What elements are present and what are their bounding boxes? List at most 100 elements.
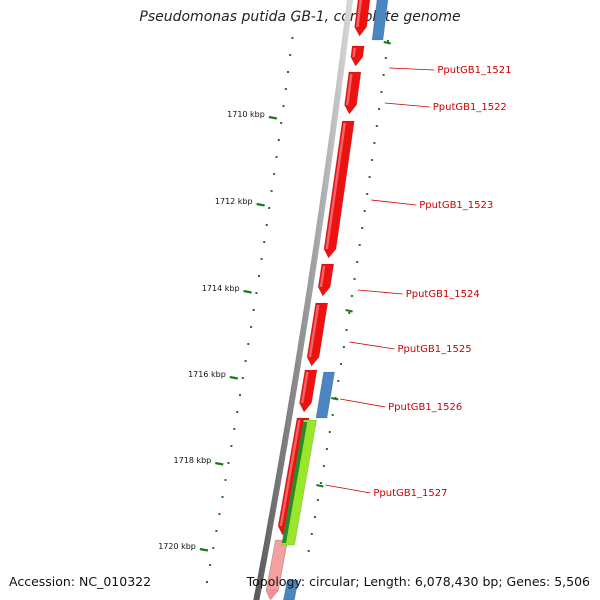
minor-tick: [383, 41, 391, 45]
ruler-tick-label: 1718 kbp: [174, 456, 212, 465]
inner-ruler-dot: [340, 363, 343, 365]
forward-cds-arrow: [299, 369, 318, 413]
ruler-dot: [244, 360, 247, 362]
gene-leader-line: [325, 484, 371, 494]
reverse-cds-feature: [282, 579, 299, 600]
inner-ruler-dot: [358, 244, 361, 246]
ruler-dot: [212, 547, 215, 549]
ruler-dot: [293, 20, 296, 22]
inner-ruler-dot: [387, 40, 389, 42]
inner-ruler-dot: [375, 125, 378, 127]
ruler-dot: [263, 241, 266, 243]
inner-ruler-dot: [328, 431, 331, 433]
ruler-tick-label: 1720 kbp: [158, 542, 196, 551]
major-tick: [199, 547, 209, 552]
gene-leader-line: [340, 398, 386, 408]
ruler-dot: [280, 122, 283, 124]
forward-cds-arrow: [323, 120, 355, 259]
gene-leader-line: [371, 199, 417, 206]
gene-leader-line: [357, 289, 403, 295]
gene-label: PputGB1_1524: [406, 289, 480, 300]
major-tick: [256, 202, 265, 207]
inner-ruler-dot: [342, 346, 345, 348]
genome-backbone: [253, 0, 354, 600]
inner-ruler-dot: [371, 159, 374, 161]
gene-label: PputGB1_1521: [437, 65, 511, 76]
ruler-dot: [289, 54, 292, 56]
forward-cds-arrow: [350, 45, 365, 67]
major-tick: [268, 115, 278, 120]
ruler-dot: [273, 173, 276, 175]
ruler-dot: [287, 71, 289, 73]
genome-summary-text: Topology: circular; Length: 6,078,430 bp…: [246, 574, 590, 589]
major-tick: [215, 461, 224, 466]
ruler-dot: [233, 428, 236, 430]
inner-ruler-dot: [316, 499, 319, 501]
inner-ruler-dot: [337, 380, 340, 382]
ruler-dot: [250, 326, 253, 328]
gene-label: PputGB1_1526: [388, 402, 462, 413]
ruler-dot: [247, 343, 250, 345]
inner-ruler-dot: [350, 295, 353, 297]
inner-ruler-dot: [356, 261, 359, 263]
ruler-dot: [277, 139, 280, 141]
major-tick: [229, 375, 239, 380]
ruler-dot: [258, 275, 260, 277]
ruler-dot: [230, 445, 233, 447]
gene-label: PputGB1_1522: [433, 102, 507, 113]
ruler-dot: [206, 581, 208, 583]
gene-label: PputGB1_1523: [419, 200, 493, 211]
ruler-tick-label: 1710 kbp: [227, 110, 265, 119]
ruler-dot: [270, 190, 273, 192]
inner-ruler-dot: [368, 176, 371, 178]
ruler-dot: [284, 88, 287, 90]
rna-feature-edge: [282, 422, 308, 543]
ruler-dot: [282, 105, 285, 107]
inner-ruler-dot: [384, 57, 387, 59]
forward-cds-arrow: [344, 71, 362, 115]
ruler-dot: [265, 224, 268, 226]
accession-text: Accession: NC_010322: [9, 574, 152, 589]
gene-leader-line: [349, 341, 395, 350]
inner-ruler-dot: [310, 533, 313, 535]
inner-ruler-dot: [353, 278, 356, 280]
reverse-cds-feature: [371, 0, 389, 41]
ruler-dot: [209, 564, 212, 566]
inner-ruler-dot: [348, 312, 351, 314]
inner-ruler-dot: [331, 414, 334, 416]
inner-ruler-dot: [322, 465, 325, 467]
ruler-dot: [275, 156, 278, 158]
inner-ruler-dot: [325, 448, 328, 450]
gene-leader-line: [389, 67, 435, 71]
ruler-dot: [236, 411, 239, 413]
inner-ruler-dot: [345, 329, 348, 331]
minor-tick: [331, 397, 339, 401]
cds-highlight: [325, 123, 346, 249]
minor-tick: [345, 309, 353, 313]
gene-leader-line: [384, 102, 430, 108]
inner-ruler-dot: [363, 210, 366, 212]
ruler-dot: [224, 479, 227, 481]
ruler-dot: [291, 37, 294, 39]
ruler-dot: [221, 496, 224, 498]
ruler-dot: [252, 309, 255, 311]
gene-label: PputGB1_1525: [398, 344, 472, 355]
inner-ruler-dot: [307, 550, 310, 552]
inner-ruler-dot: [313, 516, 316, 518]
forward-cds-arrow: [354, 0, 371, 37]
forward-cds-arrow: [306, 302, 329, 367]
ruler-dot: [215, 530, 218, 532]
ruler-dot: [227, 462, 230, 464]
ruler-dot: [218, 513, 221, 515]
major-tick: [243, 289, 252, 294]
forward-cds-arrow: [317, 263, 335, 297]
ruler-dot: [239, 394, 241, 396]
gene-label: PputGB1_1527: [373, 488, 447, 499]
ruler-dot: [268, 207, 271, 209]
cds-highlight: [346, 74, 353, 105]
cds-highlight: [308, 305, 320, 357]
ruler-dot: [241, 377, 244, 379]
cds-highlight: [319, 266, 326, 287]
